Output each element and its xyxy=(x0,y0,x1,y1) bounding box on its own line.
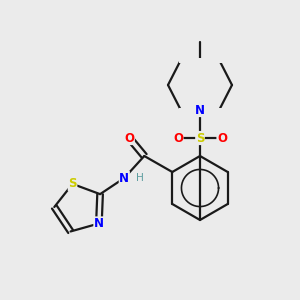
Text: H: H xyxy=(136,173,144,183)
Text: O: O xyxy=(124,131,134,145)
Text: O: O xyxy=(173,131,183,145)
Text: S: S xyxy=(196,131,204,145)
Text: N: N xyxy=(195,103,205,116)
Text: O: O xyxy=(217,131,227,145)
Text: S: S xyxy=(68,177,77,190)
Text: N: N xyxy=(94,217,104,230)
Text: N: N xyxy=(119,172,129,184)
